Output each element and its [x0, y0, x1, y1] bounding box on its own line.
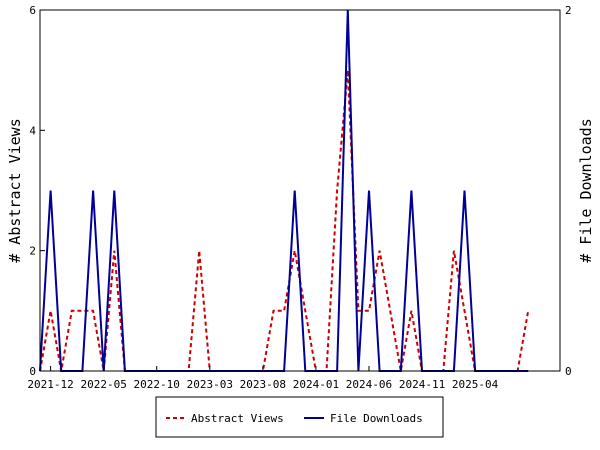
legend-label-file-downloads: File Downloads [330, 412, 423, 425]
y-left-tick-label: 2 [29, 245, 36, 258]
x-tick-label: 2023-08 [240, 378, 286, 391]
series-layer [39, 9, 530, 372]
y-right-tick-label: 0 [565, 365, 572, 378]
x-tick-label: 2022-05 [80, 378, 126, 391]
y-left-tick-label: 4 [29, 124, 36, 137]
y-left-axis-title: # Abstract Views [6, 118, 24, 263]
y-left-tick-label: 0 [29, 365, 36, 378]
y-left-tick-label: 6 [29, 4, 36, 17]
legend: Abstract Views File Downloads [155, 396, 444, 438]
x-tick-label: 2021-12 [27, 378, 73, 391]
series-line-abstract-views [39, 70, 530, 372]
x-tick-label: 2024-06 [346, 378, 392, 391]
legend-box [155, 396, 444, 438]
axis-layer: 0 2 4 6 0 2 2021-12 2022-05 2022-10 2023-03 2023-0… [27, 4, 571, 391]
legend-label-abstract-views: Abstract Views [191, 412, 284, 425]
y-right-axis-title: # File Downloads [577, 118, 595, 263]
x-tick-label: 2025-04 [452, 378, 499, 391]
x-tick-label: 2024-01 [293, 378, 339, 391]
x-tick-label: 2024-11 [399, 378, 445, 391]
x-tick-label: 2023-03 [187, 378, 233, 391]
y-right-tick-label: 2 [565, 4, 572, 17]
plot-frame [39, 9, 561, 372]
x-tick-label: 2022-10 [134, 378, 180, 391]
series-line-file-downloads [39, 9, 529, 372]
